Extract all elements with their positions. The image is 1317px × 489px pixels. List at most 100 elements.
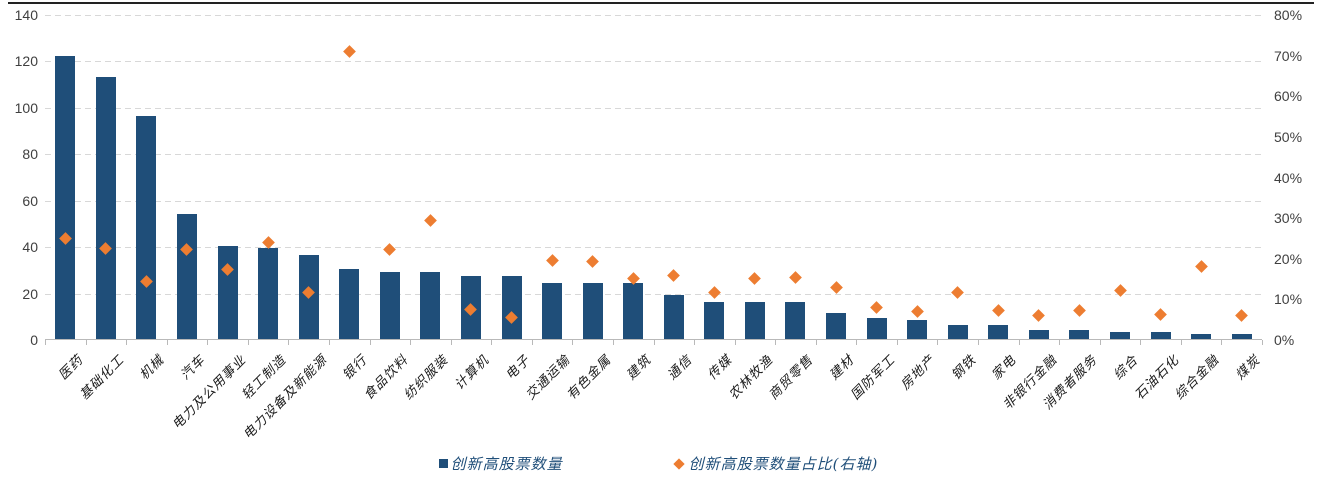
x-axis-tick — [370, 340, 371, 345]
bar — [623, 283, 644, 339]
legend: 创新高股票数量 创新高股票数量占比(右轴) — [0, 453, 1317, 474]
bar — [866, 318, 887, 339]
right-axis-tick-label: 40% — [1274, 169, 1303, 186]
left-axis-tick-label: 40 — [22, 239, 38, 256]
x-axis-tick — [451, 340, 452, 345]
x-axis-tick — [167, 340, 168, 345]
right-axis-tick-label: 0% — [1274, 332, 1295, 348]
bar — [826, 313, 847, 339]
gridline — [45, 247, 1262, 249]
x-axis-tick — [86, 340, 87, 345]
x-tick-label: 建筑 — [624, 352, 655, 384]
x-axis-tick — [1100, 340, 1101, 345]
bar — [501, 276, 522, 339]
bar — [988, 325, 1009, 339]
x-tick-label: 通信 — [664, 352, 696, 384]
scatter-point — [1032, 309, 1046, 322]
scatter-point — [1194, 259, 1208, 273]
gridline — [45, 154, 1262, 156]
x-axis-tick — [572, 340, 573, 345]
x-axis-tick — [1262, 340, 1263, 345]
left-axis-tick-label: 60 — [22, 192, 38, 209]
bar — [176, 213, 197, 339]
x-axis-tick — [937, 340, 938, 345]
x-axis-tick — [613, 340, 614, 345]
scatter-point — [667, 269, 681, 283]
x-axis-tick — [694, 340, 695, 345]
x-axis-tick — [288, 340, 289, 345]
scatter-point — [586, 254, 600, 268]
right-axis-tick-label: 10% — [1274, 291, 1303, 308]
right-axis-tick-label: 70% — [1274, 47, 1303, 64]
x-axis-tick — [816, 340, 817, 345]
bar — [1110, 332, 1131, 339]
x-axis-tick — [1181, 340, 1182, 345]
x-axis-tick — [248, 340, 249, 345]
right-axis-labels: 80% 70% 60% 50% 40% 30% 20% 10% 0% — [1274, 7, 1316, 348]
legend-square-swatch — [438, 459, 448, 468]
x-axis-tick — [207, 340, 208, 345]
x-axis-tick — [45, 340, 46, 345]
top-border-line — [8, 2, 1314, 4]
bar — [744, 301, 765, 339]
x-axis-tick — [735, 340, 736, 345]
left-axis-tick-label: 140 — [14, 7, 38, 23]
x-tick-label: 煤炭 — [1232, 352, 1264, 384]
left-axis-tick-label: 20 — [22, 285, 38, 302]
bar — [95, 76, 116, 339]
right-axis-tick-label: 50% — [1274, 128, 1303, 145]
left-axis-tick-label: 80 — [22, 146, 38, 163]
scatter-point — [707, 285, 721, 299]
x-axis-tick — [410, 340, 411, 345]
bar — [663, 294, 684, 339]
x-axis-tick — [491, 340, 492, 345]
legend-diamond-swatch — [672, 457, 685, 470]
x-axis-tick — [856, 340, 857, 345]
x-axis-tick — [654, 340, 655, 345]
bar — [947, 325, 968, 339]
bar — [379, 271, 400, 339]
legend-item-bar-series: 创新高股票数量 — [438, 453, 563, 474]
right-axis-tick-label: 80% — [1274, 7, 1303, 23]
x-tick-label: 房地产 — [898, 352, 939, 394]
left-axis-labels: 140 120 100 80 60 40 20 0 — [0, 7, 38, 348]
x-axis-tick — [897, 340, 898, 345]
bar — [582, 283, 603, 339]
bar — [420, 271, 441, 339]
x-axis-tick — [1019, 340, 1020, 345]
legend-label-bar-series: 创新高股票数量 — [450, 455, 563, 473]
x-tick-label: 基础化工 — [77, 352, 128, 404]
right-axis-tick-label: 30% — [1274, 210, 1303, 227]
x-tick-label: 有色金属 — [563, 352, 615, 404]
scatter-point — [829, 281, 843, 294]
scatter-point — [1235, 309, 1249, 322]
bar — [217, 246, 238, 339]
x-tick-label: 传媒 — [705, 352, 736, 384]
right-axis-tick-label: 20% — [1274, 250, 1303, 267]
x-tick-label: 国防军工 — [847, 352, 899, 404]
bar — [542, 283, 563, 339]
x-axis-tick — [329, 340, 330, 345]
gridline — [45, 107, 1262, 109]
scatter-point — [748, 272, 762, 286]
x-tick-label: 汽车 — [178, 352, 209, 384]
gridline — [45, 200, 1262, 202]
scatter-point — [951, 286, 965, 299]
bar — [1191, 334, 1212, 339]
gridline — [45, 293, 1262, 295]
bar — [1028, 329, 1049, 339]
x-tick-label: 计算机 — [452, 352, 493, 394]
scatter-point — [424, 214, 437, 228]
bar — [1231, 334, 1252, 339]
bar — [258, 248, 279, 339]
scatter-point — [789, 270, 802, 284]
bar — [339, 269, 360, 339]
legend-item-scatter-series: 创新高股票数量占比(右轴) — [672, 453, 879, 474]
x-tick-label: 综合 — [1111, 352, 1142, 384]
bar — [55, 55, 76, 339]
right-axis-tick-label: 60% — [1274, 88, 1303, 105]
gridline — [45, 61, 1262, 63]
scatter-point — [991, 304, 1005, 318]
bar — [1150, 332, 1171, 339]
x-axis-line — [45, 339, 1262, 340]
